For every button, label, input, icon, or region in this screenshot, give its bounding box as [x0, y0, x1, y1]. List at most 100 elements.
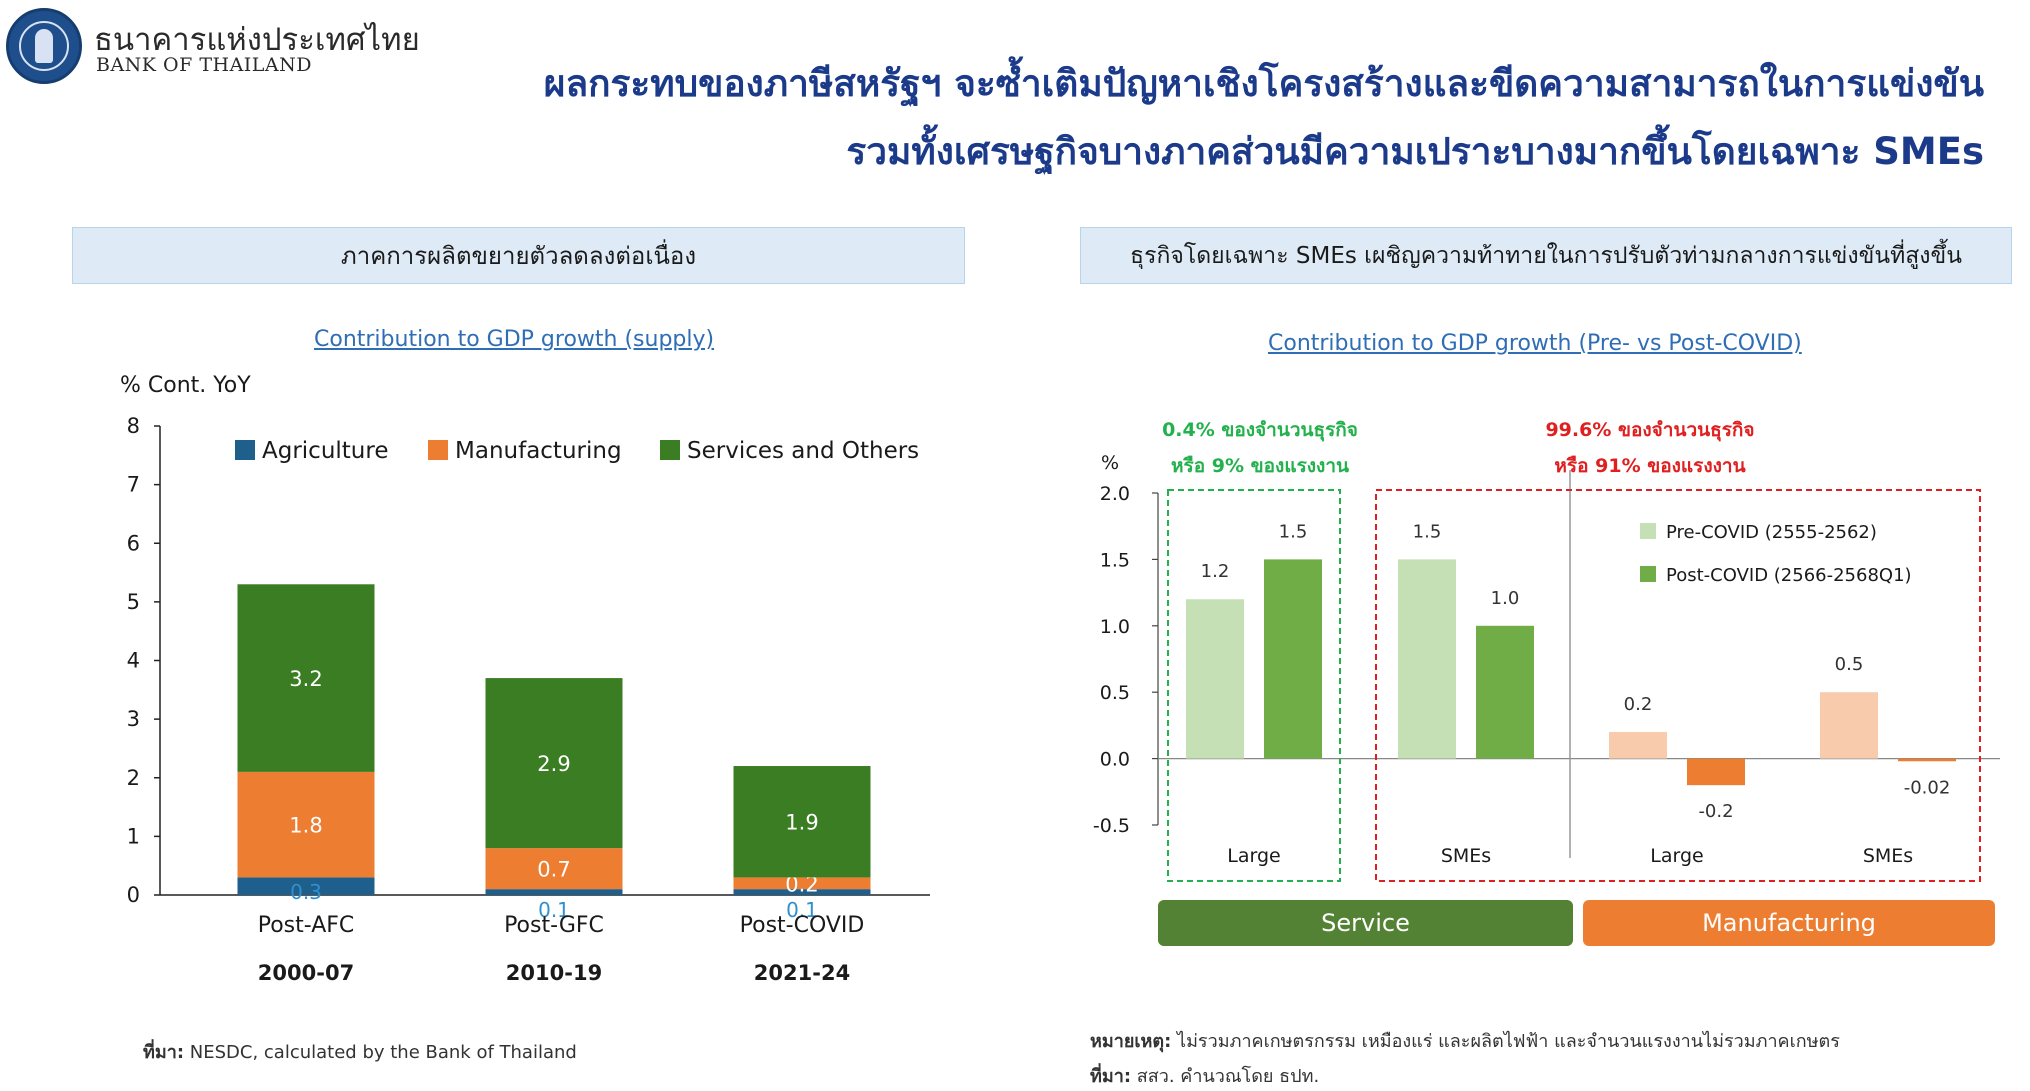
y-tick-label: 2	[127, 766, 140, 790]
note-label: หมายเหตุ:	[1090, 1031, 1172, 1052]
data-label: 3.2	[289, 667, 322, 691]
page-title: ผลกระทบของภาษีสหรัฐฯ จะซ้ำเติมปัญหาเชิงโ…	[544, 50, 1984, 186]
y-tick-label: 8	[127, 414, 140, 438]
data-label: 1.2	[1201, 561, 1230, 582]
bar-segment	[237, 877, 375, 895]
source-text: NESDC, calculated by the Bank of Thailan…	[184, 1042, 577, 1063]
legend-label: Agriculture	[262, 438, 389, 464]
legend-label: Services and Others	[687, 438, 919, 464]
y-tick-label: 3	[127, 707, 140, 731]
bars: 0.31.83.20.10.72.90.10.21.9	[237, 584, 871, 922]
legend-label: Pre-COVID (2555-2562)	[1666, 522, 1877, 543]
legend: Agriculture Manufacturing Services and Oth…	[235, 438, 919, 464]
x-period-label: 2010-19	[506, 961, 602, 985]
page-title-line-2: รวมทั้งเศรษฐกิจบางภาคส่วนมีความเปราะบางม…	[846, 130, 1984, 173]
large-annotation: 0.4% ของจำนวนธุรกิจ หรือ 9% ของแรงงาน	[1160, 412, 1360, 484]
highlight-boxes	[1167, 489, 1981, 882]
bar-segment	[485, 678, 623, 849]
manufacturing-segment-label: Manufacturing	[1583, 900, 1995, 946]
x-category-label: Large	[1650, 845, 1703, 867]
note-text: ไม่รวมภาคเกษตรกรรม เหมืองแร่ และผลิตไฟฟ้…	[1171, 1031, 1840, 1052]
y-tick-label: 0.5	[1100, 682, 1130, 704]
data-label: -0.2	[1698, 801, 1733, 822]
right-chart-title: Contribution to GDP growth (Pre- vs Post…	[1268, 331, 1802, 356]
large-annotation-line-1: 0.4% ของจำนวนธุรกิจ	[1162, 419, 1358, 441]
sme-annotation-line-2: หรือ 91% ของแรงงาน	[1554, 455, 1746, 477]
bar	[1898, 758, 1956, 762]
y-tick-label: 7	[127, 473, 140, 497]
data-label: 1.8	[289, 814, 322, 838]
legend-label: Manufacturing	[455, 438, 622, 464]
bar-segment	[237, 771, 375, 878]
bar-segment	[237, 584, 375, 772]
y-tick-label: 1	[127, 824, 140, 848]
right-section-header: ธุรกิจโดยเฉพาะ SMEs เผชิญความท้าทายในการ…	[1080, 227, 2012, 284]
logo-thai-name: ธนาคารแห่งประเทศไทย	[94, 22, 420, 58]
left-source-note: ที่มา: NESDC, calculated by the Bank of …	[143, 1037, 577, 1066]
y-tick-label: 6	[127, 531, 140, 555]
legend-swatch	[1640, 523, 1656, 539]
y-axis-label: %	[1101, 452, 1119, 474]
x-category-label: Post-AFC	[258, 913, 355, 938]
bar	[1476, 625, 1534, 759]
data-label: 0.1	[786, 898, 818, 922]
legend-swatch	[235, 440, 255, 460]
y-tick-label: 5	[127, 590, 140, 614]
bar	[1264, 559, 1322, 759]
data-label: 0.1	[538, 898, 570, 922]
y-tick-label: 4	[127, 649, 140, 673]
legend-swatch	[1640, 566, 1656, 582]
logo-english-name: BANK OF THAILAND	[96, 54, 313, 76]
data-label: 1.0	[1491, 588, 1520, 609]
sme-highlight-box	[1375, 489, 1981, 882]
right-source-note: ที่มา: สสว. คำนวณโดย ธปท.	[1090, 1061, 1319, 1090]
source-label: ที่มา:	[143, 1042, 185, 1063]
left-chart-title: Contribution to GDP growth (supply)	[314, 327, 715, 352]
bar-segment	[733, 766, 871, 878]
grouped-bar-chart: % -0.5 0.0 0.5 1.0 1.5 2.0 1.2 1.5 1.5 1.0 0.2 -0.…	[1093, 452, 2000, 882]
large-highlight-box	[1167, 489, 1341, 882]
x-category-label: Large	[1227, 845, 1280, 867]
sme-annotation: 99.6% ของจำนวนธุรกิจ หรือ 91% ของแรงงาน	[1530, 412, 1770, 484]
y-axis-label: % Cont. YoY	[120, 373, 251, 398]
data-label: -0.02	[1904, 777, 1951, 798]
x-category-label: SMEs	[1441, 845, 1491, 867]
sme-annotation-line-1: 99.6% ของจำนวนธุรกิจ	[1545, 419, 1755, 441]
bar	[1398, 559, 1456, 759]
stacked-bar-chart: % Cont. YoY 0 1 2 3 4 5 6 7 8 Agriculture Manufac…	[120, 373, 930, 985]
x-category-label: SMEs	[1863, 845, 1913, 867]
legend: Pre-COVID (2555-2562) Post-COVID (2566-25…	[1640, 522, 1912, 586]
right-note: หมายเหตุ: ไม่รวมภาคเกษตรกรรม เหมืองแร่ แ…	[1090, 1026, 1840, 1055]
bar	[1687, 758, 1745, 786]
y-tick-label: 0	[127, 883, 140, 907]
data-label: 2.9	[537, 752, 570, 776]
large-annotation-line-2: หรือ 9% ของแรงงาน	[1171, 455, 1349, 477]
service-segment-label: Service	[1158, 900, 1573, 946]
page-title-line-1: ผลกระทบของภาษีสหรัฐฯ จะซ้ำเติมปัญหาเชิงโ…	[543, 62, 1984, 105]
bar-segment	[485, 889, 623, 895]
source-text: สสว. คำนวณโดย ธปท.	[1131, 1066, 1320, 1087]
x-period-label: 2000-07	[258, 961, 354, 985]
y-tick-label: 1.5	[1100, 549, 1130, 571]
x-category-label: Post-COVID	[740, 913, 865, 938]
legend-swatch	[428, 440, 448, 460]
source-label: ที่มา:	[1090, 1066, 1132, 1087]
y-tick-label: -0.5	[1093, 815, 1130, 837]
data-label: 0.7	[537, 858, 570, 882]
y-tick-label: 0.0	[1100, 749, 1130, 771]
data-label: 0.2	[1624, 694, 1653, 715]
legend-label: Post-COVID (2566-2568Q1)	[1666, 565, 1912, 586]
bar	[1186, 599, 1244, 759]
data-label: 1.5	[1413, 521, 1442, 542]
bar-segment	[733, 877, 871, 890]
legend-swatch	[660, 440, 680, 460]
x-category-label: Post-GFC	[504, 913, 604, 938]
left-section-header: ภาคการผลิตขยายตัวลดลงต่อเนื่อง	[72, 227, 965, 284]
category-labels: Post-AFC 2000-07 Post-GFC 2010-19 Post-COVID…	[258, 913, 865, 985]
x-period-label: 2021-24	[754, 961, 850, 985]
category-labels: Large SMEs Large SMEs	[1227, 845, 1913, 867]
bot-logo-seal	[6, 8, 82, 84]
data-label: 0.5	[1835, 654, 1864, 675]
data-label: 0.3	[290, 880, 322, 904]
y-tick-label: 1.0	[1100, 616, 1130, 638]
